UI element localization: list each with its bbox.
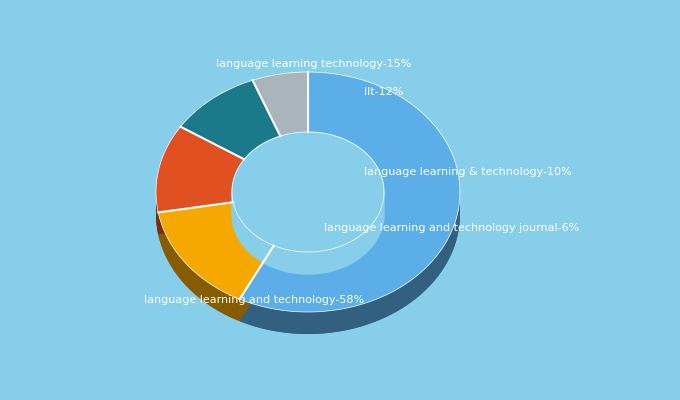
Polygon shape [158, 212, 239, 321]
Polygon shape [274, 193, 384, 274]
Text: language learning and technology-58%: language learning and technology-58% [144, 295, 364, 305]
Polygon shape [232, 132, 384, 252]
Polygon shape [239, 193, 460, 334]
Text: language learning and technology journal-6%: language learning and technology journal… [324, 223, 579, 233]
Polygon shape [239, 215, 460, 334]
Text: language learning technology-15%: language learning technology-15% [216, 59, 411, 69]
Polygon shape [180, 80, 280, 159]
Text: language learning & technology-10%: language learning & technology-10% [364, 167, 572, 177]
Polygon shape [156, 214, 233, 234]
Polygon shape [232, 192, 233, 224]
Polygon shape [233, 202, 274, 268]
Polygon shape [239, 72, 460, 312]
Polygon shape [156, 192, 158, 234]
Polygon shape [232, 192, 384, 274]
Polygon shape [158, 202, 274, 299]
Text: llt-12%: llt-12% [364, 87, 403, 97]
Polygon shape [252, 72, 308, 136]
Polygon shape [158, 224, 274, 321]
Polygon shape [156, 127, 244, 212]
